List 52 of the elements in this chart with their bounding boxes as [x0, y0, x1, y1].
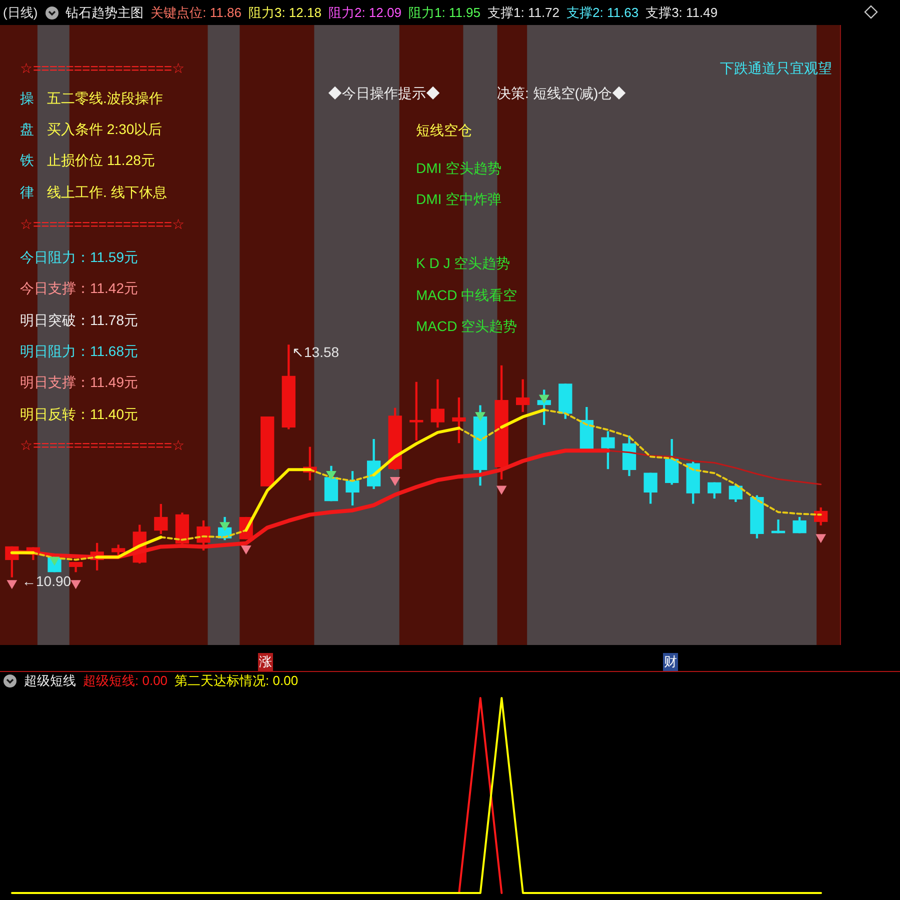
point: [390, 477, 400, 486]
text: 阻力2: 12.09: [328, 4, 402, 22]
annotation: ↖13.58: [292, 343, 340, 361]
text: 超级短线: 0.00: [83, 672, 168, 690]
chart-title: 钻石趋势主图: [66, 4, 144, 22]
text: 短线空仓: [416, 121, 472, 139]
annotation: 明日反转：11.40元: [20, 405, 138, 423]
text: K D J 空头趋势: [416, 254, 510, 272]
point: [538, 394, 550, 404]
point: [326, 470, 336, 480]
text: 五二零线.波段操作: [47, 89, 163, 107]
text: ☆=================☆: [20, 59, 185, 77]
text: 支撑1: 11.72: [488, 4, 560, 22]
text: 下跌通道只宜观望: [720, 59, 832, 77]
point: [70, 580, 81, 590]
chart-subtitle: (日线): [3, 4, 38, 22]
text: 盘: [20, 120, 34, 138]
text: 支撑3: 11.49: [646, 4, 718, 22]
text: 决策: 短线空(减)仓◆: [497, 84, 626, 102]
text: 铁: [20, 151, 34, 169]
text: 买入条件 2:30以后: [47, 120, 162, 138]
text: 涨: [258, 653, 273, 671]
text: ☆=================☆: [20, 215, 185, 233]
point: [496, 486, 507, 495]
point: [220, 522, 230, 532]
text: DMI 空头趋势: [416, 159, 502, 177]
text: DMI 空中炸弹: [416, 190, 502, 208]
text: MACD 空头趋势: [416, 317, 518, 335]
text: 止损价位 11.28元: [47, 151, 155, 169]
point: [6, 580, 18, 590]
point: [475, 412, 486, 422]
chart-title: 超级短线: [24, 672, 76, 690]
text: 关键点位: 11.86: [150, 4, 242, 22]
text: 阻力3: 12.18: [248, 4, 322, 22]
annotation: 明日阻力：11.68元: [20, 342, 138, 360]
text: 操: [20, 89, 34, 107]
text: ◆今日操作提示◆: [328, 84, 440, 102]
point: [816, 534, 826, 544]
annotation: 明日支撑：11.49元: [20, 373, 138, 391]
text: 律: [20, 183, 34, 201]
annotation: ☆=================☆: [20, 436, 185, 454]
text: 财: [663, 653, 678, 671]
text: 今日支撑：11.42元: [20, 279, 138, 297]
annotation: ←10.90: [22, 572, 72, 590]
text: MACD 中线看空: [416, 286, 518, 304]
text: 支撑2: 11.63: [566, 4, 639, 22]
text: 明日突破：11.78元: [20, 311, 138, 329]
text: 第二天达标情况: 0.00: [174, 672, 298, 690]
text: 线上工作. 线下休息: [47, 183, 167, 201]
text: 阻力1: 11.95: [408, 4, 480, 22]
point: [240, 545, 252, 554]
text: 今日阻力：11.59元: [20, 248, 138, 266]
